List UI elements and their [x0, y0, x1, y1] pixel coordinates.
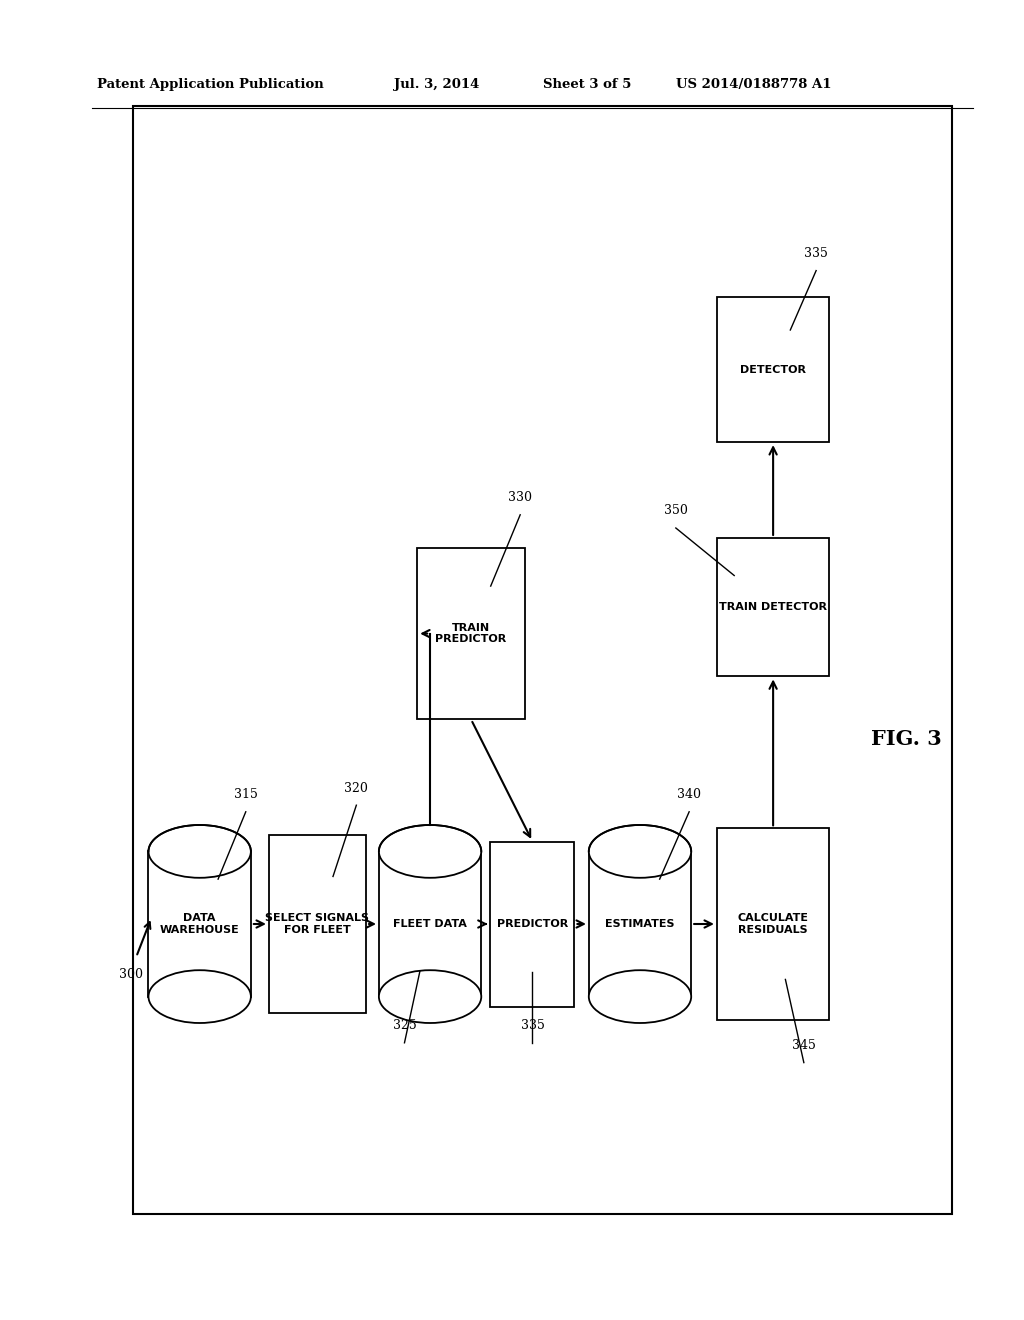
- Text: FLEET DATA: FLEET DATA: [393, 919, 467, 929]
- Bar: [418, 548, 525, 719]
- Text: 340: 340: [677, 788, 701, 801]
- Bar: [268, 836, 367, 1014]
- Text: 335: 335: [520, 1019, 545, 1032]
- Ellipse shape: [148, 825, 251, 878]
- Text: 320: 320: [344, 781, 369, 795]
- Bar: [717, 829, 829, 1020]
- Bar: [717, 297, 829, 442]
- Ellipse shape: [379, 825, 481, 878]
- Bar: [490, 842, 574, 1006]
- Text: 300: 300: [119, 968, 143, 981]
- Text: Patent Application Publication: Patent Application Publication: [97, 78, 324, 91]
- Text: 315: 315: [233, 788, 258, 801]
- Text: 350: 350: [664, 504, 688, 517]
- Text: 335: 335: [804, 247, 828, 260]
- Bar: [589, 851, 691, 997]
- Text: 345: 345: [792, 1039, 816, 1052]
- Text: FIG. 3: FIG. 3: [870, 729, 942, 750]
- Bar: [717, 537, 829, 676]
- Ellipse shape: [379, 970, 481, 1023]
- Text: US 2014/0188778 A1: US 2014/0188778 A1: [676, 78, 831, 91]
- Text: ESTIMATES: ESTIMATES: [605, 919, 675, 929]
- Text: DETECTOR: DETECTOR: [740, 364, 806, 375]
- Text: Sheet 3 of 5: Sheet 3 of 5: [543, 78, 631, 91]
- Bar: [379, 851, 481, 997]
- Text: 330: 330: [508, 491, 532, 504]
- Bar: [148, 851, 251, 997]
- Ellipse shape: [589, 825, 691, 878]
- Text: SELECT SIGNALS
FOR FLEET: SELECT SIGNALS FOR FLEET: [265, 913, 370, 935]
- Text: DATA
WAREHOUSE: DATA WAREHOUSE: [160, 913, 240, 935]
- Text: TRAIN DETECTOR: TRAIN DETECTOR: [719, 602, 827, 612]
- Text: 325: 325: [392, 1019, 417, 1032]
- Text: TRAIN
PREDICTOR: TRAIN PREDICTOR: [435, 623, 507, 644]
- Text: Jul. 3, 2014: Jul. 3, 2014: [394, 78, 479, 91]
- Ellipse shape: [148, 970, 251, 1023]
- Ellipse shape: [589, 970, 691, 1023]
- Bar: [133, 106, 952, 1214]
- Text: PREDICTOR: PREDICTOR: [497, 919, 568, 929]
- Text: CALCULATE
RESIDUALS: CALCULATE RESIDUALS: [737, 913, 809, 935]
